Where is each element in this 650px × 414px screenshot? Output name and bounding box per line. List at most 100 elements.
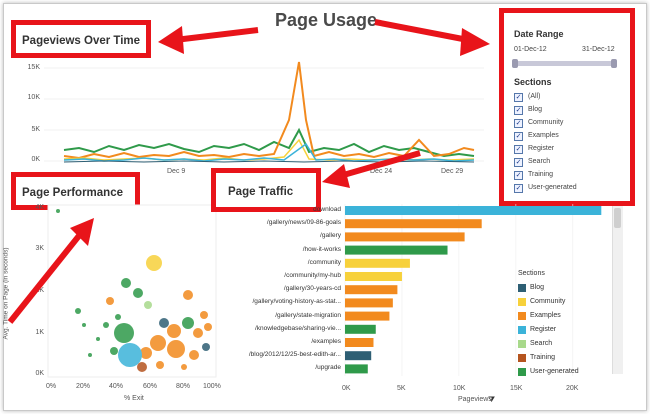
traffic-bar-label: /upgrade: [315, 364, 341, 372]
checkbox-checked-icon[interactable]: ✓: [514, 132, 523, 141]
traffic-bar-label: /blog/2012/12/25-best-edith-ar...: [248, 351, 341, 359]
traffic-x-tick: 10K: [453, 385, 466, 392]
section-filter-label: Community: [528, 119, 564, 126]
sections-legend: Blog Community Examples Register Search Train…: [518, 282, 608, 382]
scatter-y-tick: 4K: [35, 204, 44, 211]
page-title: Page Usage: [275, 10, 378, 30]
scatter-x-tick: 100%: [203, 383, 221, 390]
legend-label: Register: [530, 326, 557, 333]
section-filter-label: (All): [528, 93, 541, 100]
legend-swatch: [518, 368, 526, 376]
traffic-bar-label: /gallery/news/09-86-goals: [266, 219, 341, 227]
traffic-bar[interactable]: [345, 245, 448, 255]
scatter-x-tick: 0%: [46, 383, 57, 390]
traffic-scrollbar[interactable]: [612, 206, 623, 374]
line-x-tick: Dec 24: [370, 168, 393, 175]
legend-swatch: [518, 354, 526, 362]
legend-swatch: [518, 298, 526, 306]
arrow-up-right-icon: [70, 218, 94, 246]
page-traffic-box: Page Traffic: [211, 168, 321, 212]
traffic-x-tick: 0K: [342, 385, 351, 392]
traffic-bar-label: /examples: [311, 338, 341, 345]
line-x-tick: Dec 9: [167, 168, 186, 175]
arrow-right-icon: [460, 28, 490, 56]
line-y-tick: 5K: [31, 126, 40, 133]
pageviews-over-time-box: Pageviews Over Time: [11, 20, 151, 58]
traffic-bar[interactable]: [345, 285, 398, 295]
scatter-x-tick: 60%: [143, 383, 158, 390]
traffic-bar[interactable]: [345, 298, 393, 308]
line-y-tick: 10K: [27, 94, 40, 101]
line-y-tick: 0K: [31, 156, 40, 163]
scatter-x-axis-label: % Exit: [124, 395, 144, 402]
traffic-bar-label: /gallery: [320, 232, 341, 240]
traffic-bar-label: /gallery/voting-history-as-stat...: [252, 298, 341, 306]
traffic-bar[interactable]: [345, 351, 372, 361]
traffic-bar-label: /gallery/state-migration: [275, 311, 341, 319]
traffic-bar-label: download: [313, 206, 341, 213]
traffic-x-tick: 5K: [397, 385, 406, 392]
traffic-scrollbar-thumb[interactable]: [614, 208, 621, 228]
checkbox-checked-icon[interactable]: ✓: [514, 106, 523, 115]
scatter-x-tick: 20%: [76, 383, 91, 390]
date-range-label: Date Range: [514, 29, 564, 39]
section-filter-label: Training: [528, 171, 554, 178]
section-filter-label: Blog: [528, 106, 543, 113]
page-traffic-bar-chart: [344, 204, 602, 376]
legend-label: User-generated: [530, 368, 579, 375]
traffic-bar-label: /gallery/30-years-cd: [283, 285, 341, 293]
traffic-bar-label: /knowledgebase/sharing-vie...: [255, 324, 341, 332]
traffic-bar[interactable]: [345, 206, 602, 215]
traffic-bar[interactable]: [345, 219, 482, 229]
checkbox-checked-icon[interactable]: ✓: [514, 171, 523, 180]
traffic-bar[interactable]: [345, 324, 376, 334]
traffic-bar[interactable]: [345, 338, 374, 347]
scatter-y-tick: 1K: [35, 329, 44, 336]
filter-panel-box: Date Range 01-Dec-12 31-Dec-12 Sections …: [499, 8, 635, 206]
traffic-bar[interactable]: [345, 258, 410, 268]
scatter-y-tick: 0K: [35, 370, 44, 377]
legend-label: Blog: [530, 284, 545, 291]
traffic-bar-label: /how-it-works: [302, 245, 341, 253]
traffic-x-axis-label: Pageviews: [458, 396, 492, 403]
traffic-bar-label: /community: [307, 258, 341, 266]
line-series-user-generated: [63, 127, 475, 158]
legend-label: Search: [530, 340, 553, 347]
date-range-end: 31-Dec-12: [582, 46, 615, 53]
checkbox-checked-icon[interactable]: ✓: [514, 93, 523, 102]
traffic-x-tick: 20K: [566, 385, 579, 392]
traffic-bar[interactable]: [345, 364, 368, 374]
page-traffic-label: Page Traffic: [228, 186, 294, 198]
date-range-start-handle[interactable]: [512, 59, 518, 68]
pageviews-over-time-label: Pageviews Over Time: [22, 35, 141, 47]
checkbox-checked-icon[interactable]: ✓: [514, 158, 523, 167]
date-range-end-handle[interactable]: [611, 59, 617, 68]
line-y-tick: 15K: [27, 64, 40, 71]
line-x-tick: Dec 29: [441, 168, 464, 175]
checkbox-checked-icon[interactable]: ✓: [514, 145, 523, 154]
legend-label: Training: [530, 354, 556, 361]
sections-legend-title: Sections: [518, 270, 545, 277]
arrow-left-icon: [158, 26, 184, 54]
date-range-start: 01-Dec-12: [514, 46, 547, 53]
traffic-bar[interactable]: [345, 272, 402, 281]
date-range-slider-track[interactable]: [512, 59, 617, 68]
scatter-y-tick: 3K: [35, 245, 44, 252]
section-filter-label: Examples: [528, 132, 559, 139]
scatter-x-tick: 80%: [176, 383, 191, 390]
line-series-examples: [63, 61, 475, 160]
checkbox-checked-icon[interactable]: ✓: [514, 184, 523, 193]
legend-swatch: [518, 340, 526, 348]
traffic-x-tick: 15K: [510, 385, 523, 392]
traffic-bar[interactable]: [345, 232, 465, 242]
page-performance-label: Page Performance: [22, 187, 123, 199]
checkbox-checked-icon[interactable]: ✓: [514, 119, 523, 128]
traffic-bar[interactable]: [345, 311, 390, 321]
sort-icon[interactable]: ⧩: [488, 395, 496, 404]
scatter-y-tick: 2K: [35, 287, 44, 294]
legend-swatch: [518, 312, 526, 320]
legend-label: Examples: [530, 312, 561, 319]
section-filter-label: Search: [528, 158, 551, 165]
scatter-x-tick: 40%: [109, 383, 124, 390]
